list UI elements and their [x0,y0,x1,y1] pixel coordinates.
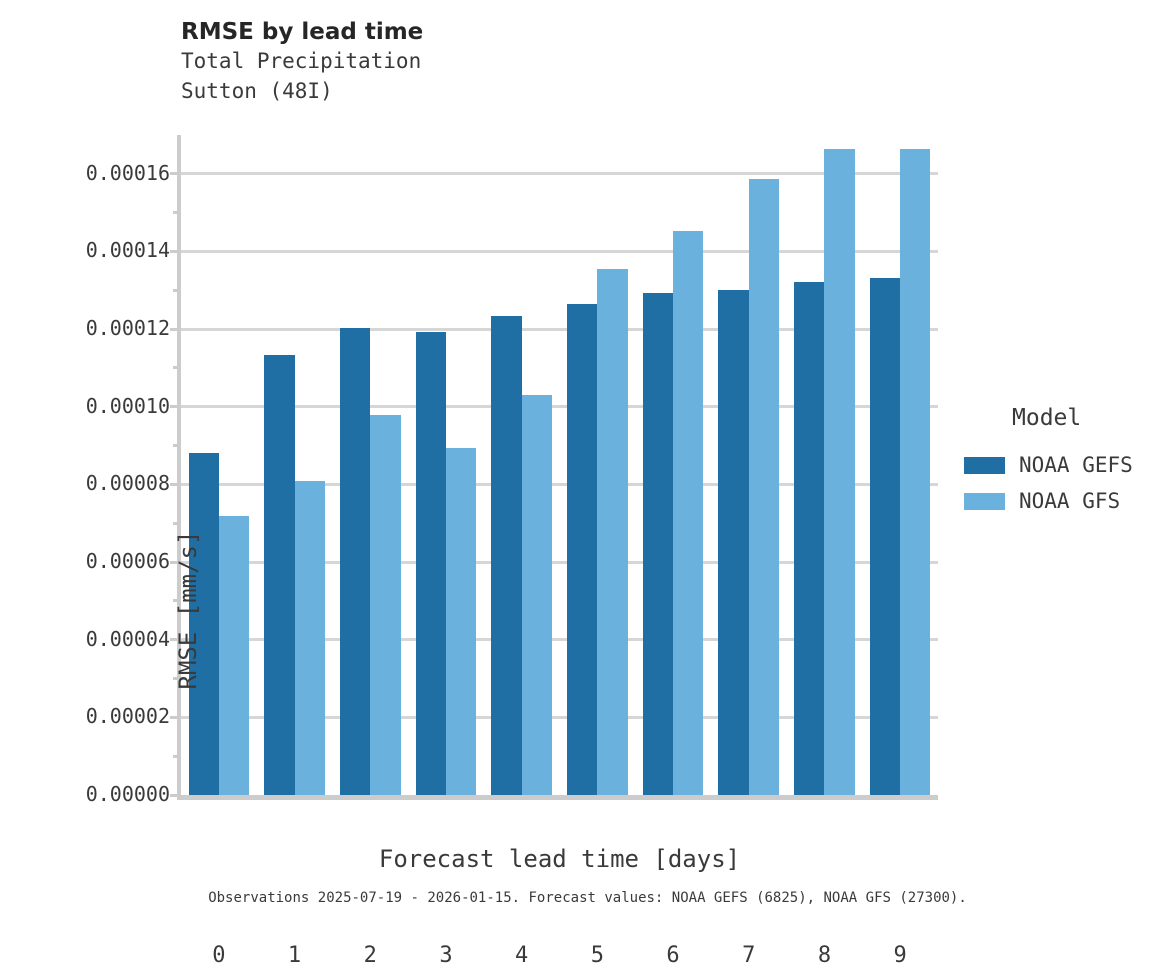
bar-noaa-gfs-day-0[interactable] [218,516,250,795]
x-tick-label-0: 0 [212,943,226,968]
y-gridline [181,405,938,409]
y-axis-spine [177,135,181,795]
bar-noaa-gefs-day-5[interactable] [567,303,598,795]
bar-noaa-gefs-day-8[interactable] [794,281,825,795]
y-tick-minor [173,366,178,370]
bar-group-2 [339,135,401,795]
legend: Model NOAA GEFS NOAA GFS [964,405,1169,519]
bar-noaa-gefs-day-1[interactable] [264,355,295,795]
x-tick-label-9: 9 [893,943,907,968]
bar-noaa-gfs-day-6[interactable] [673,230,704,795]
x-tick-label-4: 4 [515,943,529,968]
bar-noaa-gfs-day-5[interactable] [597,268,628,795]
y-gridline [181,715,938,719]
y-tick-label: 0.00014 [85,238,170,263]
bar-group-3 [415,135,477,795]
y-gridline [181,482,938,486]
y-tick-minor [173,754,178,758]
y-tick-label: 0.00004 [85,626,170,651]
bar-group-8 [794,135,855,795]
y-axis-title: RMSE [mm/s] [174,530,202,690]
x-axis-spine [177,795,938,800]
bar-noaa-gfs-day-7[interactable] [748,178,779,795]
y-tick-label: 0.00012 [85,316,170,341]
y-tick-minor [173,521,178,525]
bar-noaa-gefs-day-6[interactable] [642,293,674,795]
y-tick-minor [173,211,178,215]
y-tick-major [170,249,178,253]
title-block: RMSE by lead time Total Precipitation Su… [181,18,881,106]
bar-group-1 [264,135,325,795]
x-tick-label-3: 3 [439,943,453,968]
y-tick-major [170,638,178,642]
y-tick-major [170,405,178,409]
bar-noaa-gfs-day-9[interactable] [900,148,931,795]
x-tick-label-5: 5 [590,943,604,968]
y-gridline [181,327,938,331]
legend-label: NOAA GEFS [1019,453,1133,477]
legend-entries: NOAA GEFS NOAA GFS [964,447,1169,519]
x-tick-label-7: 7 [742,943,756,968]
bar-noaa-gefs-day-9[interactable] [869,277,901,795]
bar-noaa-gfs-day-4[interactable] [521,395,552,795]
legend-item-noaa-gefs[interactable]: NOAA GEFS [964,447,1169,483]
y-tick-label: 0.00010 [85,393,170,418]
bar-noaa-gefs-day-7[interactable] [718,289,749,795]
page-title: RMSE by lead time [181,19,424,45]
legend-label: NOAA GFS [1019,489,1121,513]
bar-noaa-gfs-day-8[interactable] [824,148,855,795]
chart-plot-inner [170,135,938,800]
chart-subtitle-variable: Total Precipitation [181,49,422,73]
y-tick-minor [173,288,178,292]
y-tick-label: 0.00006 [85,549,170,574]
bar-noaa-gfs-day-1[interactable] [294,481,325,795]
y-tick-major [170,327,178,331]
y-gridline [181,172,938,176]
y-gridline [181,638,938,642]
legend-title: Model [1012,405,1082,431]
x-tick-label-2: 2 [363,943,377,968]
y-tick-major [170,715,178,719]
bar-group-7 [718,135,779,795]
y-tick-label: 0.00016 [85,160,170,185]
legend-swatch-icon [964,492,1005,510]
y-tick-minor [173,599,178,603]
y-tick-major [170,560,178,564]
legend-swatch-icon [964,456,1005,474]
y-gridline [181,560,938,564]
bar-group-0 [188,135,250,795]
bar-noaa-gefs-day-3[interactable] [415,331,446,795]
y-tick-label: 0.00008 [85,471,170,496]
y-gridline [181,249,938,253]
x-tick-label-1: 1 [287,943,302,968]
bar-group-9 [869,135,931,795]
x-tick-label-6: 6 [666,943,680,968]
y-tick-minor [173,444,178,448]
legend-item-noaa-gfs[interactable]: NOAA GFS [964,483,1169,519]
y-tick-minor [173,677,178,681]
y-tick-major [170,482,178,486]
x-axis-title: Forecast lead time [days] [378,845,741,873]
bar-noaa-gfs-day-2[interactable] [370,415,401,795]
chart-subtitle-location: Sutton (48I) [181,79,333,103]
bar-noaa-gefs-day-0[interactable] [188,453,219,795]
bar-noaa-gefs-day-2[interactable] [339,327,371,795]
bar-group-4 [491,135,552,795]
bar-noaa-gefs-day-4[interactable] [491,315,522,795]
bar-group-5 [567,135,628,795]
y-tick-label: 0.00000 [85,782,170,806]
x-tick-label-8: 8 [817,943,832,968]
bar-noaa-gfs-day-3[interactable] [445,448,477,795]
chart-footnote: Observations 2025-07-19 - 2026-01-15. Fo… [208,890,967,906]
bar-group-6 [642,135,704,795]
y-tick-label: 0.00002 [85,704,170,729]
y-tick-major [170,172,178,176]
y-tick-major [170,793,178,797]
chart-plot-area: 0.00000 0.00002 0.00004 0.00006 0.00008 0.000… [86,135,938,968]
